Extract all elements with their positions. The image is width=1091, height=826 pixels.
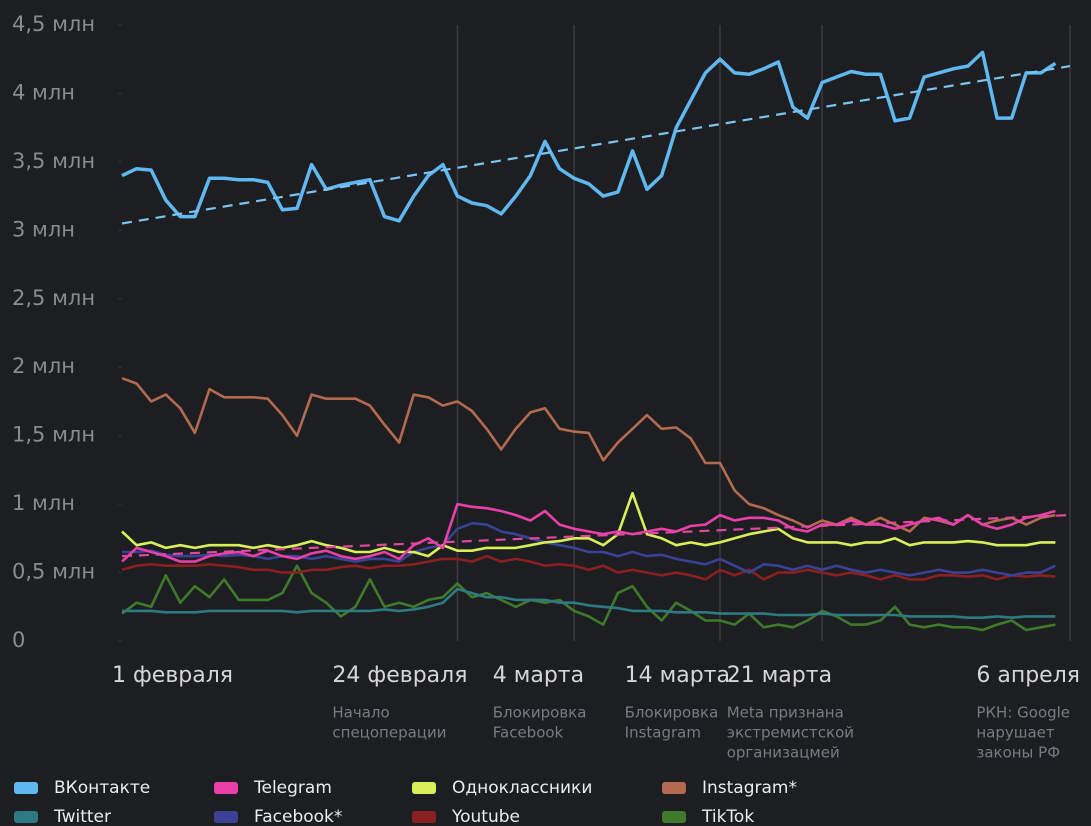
x-tick-label: 1 февраля xyxy=(112,663,233,688)
x-tick-label: 21 марта xyxy=(727,663,832,688)
y-tick-label: 3 млн xyxy=(12,217,75,241)
series-line xyxy=(121,50,1057,223)
legend-swatch xyxy=(412,811,436,823)
annotation: Начало xyxy=(332,704,389,722)
x-tick-label: 4 марта xyxy=(493,663,584,688)
legend-label: TikTok xyxy=(701,807,754,826)
x-tick-label: 6 апреля xyxy=(976,663,1080,688)
y-tick-label: 1,5 млн xyxy=(12,423,95,447)
legend-label: Youtube xyxy=(451,807,520,826)
annotation: нарушает xyxy=(976,724,1055,742)
y-tick-label: 1 млн xyxy=(12,491,75,515)
legend-label: Facebook* xyxy=(254,807,342,826)
legend-label: Instagram* xyxy=(702,778,797,798)
legend-swatch xyxy=(214,811,238,823)
legend-swatch xyxy=(14,811,38,823)
annotation: Instagram xyxy=(625,724,701,742)
legend-label: Одноклассники xyxy=(452,778,592,798)
series-line xyxy=(122,587,1056,620)
y-tick-label: 0 xyxy=(12,628,25,652)
annotation: Facebook xyxy=(493,724,564,742)
legend-label: Telegram xyxy=(253,778,332,798)
legend-swatch xyxy=(662,811,686,823)
legend-swatch xyxy=(14,782,38,794)
series-line xyxy=(121,502,1056,563)
x-tick-label: 24 февраля xyxy=(332,663,467,688)
trend-line xyxy=(121,64,1071,225)
x-tick-label: 14 марта xyxy=(625,663,730,688)
annotation: законы РФ xyxy=(976,744,1060,762)
legend-label: Twitter xyxy=(53,807,111,826)
y-tick-label: 2 млн xyxy=(12,354,75,378)
legend-swatch xyxy=(662,782,686,794)
annotation: экстремистской xyxy=(727,724,854,742)
trend-line xyxy=(121,513,1071,558)
series-line xyxy=(121,564,1056,632)
annotation: Блокировка xyxy=(625,704,719,722)
y-tick-label: 2,5 млн xyxy=(12,286,95,310)
annotation: Meta признана xyxy=(727,704,844,722)
y-tick-label: 3,5 млн xyxy=(12,149,95,173)
series-line xyxy=(121,491,1056,558)
annotation: организацмей xyxy=(727,744,840,762)
legend-swatch xyxy=(412,782,436,794)
annotation: спецоперации xyxy=(332,724,446,742)
y-tick-label: 4,5 млн xyxy=(12,12,95,36)
series-line xyxy=(121,376,1056,533)
annotation: РКН: Google xyxy=(976,704,1070,722)
legend-swatch xyxy=(214,782,238,794)
series-line xyxy=(122,521,1056,577)
legend-label: ВКонтакте xyxy=(54,778,150,798)
series-line xyxy=(121,554,1056,581)
y-tick-label: 0,5 млн xyxy=(12,560,95,584)
annotation: Блокировка xyxy=(493,704,587,722)
y-tick-label: 4 млн xyxy=(12,80,75,104)
